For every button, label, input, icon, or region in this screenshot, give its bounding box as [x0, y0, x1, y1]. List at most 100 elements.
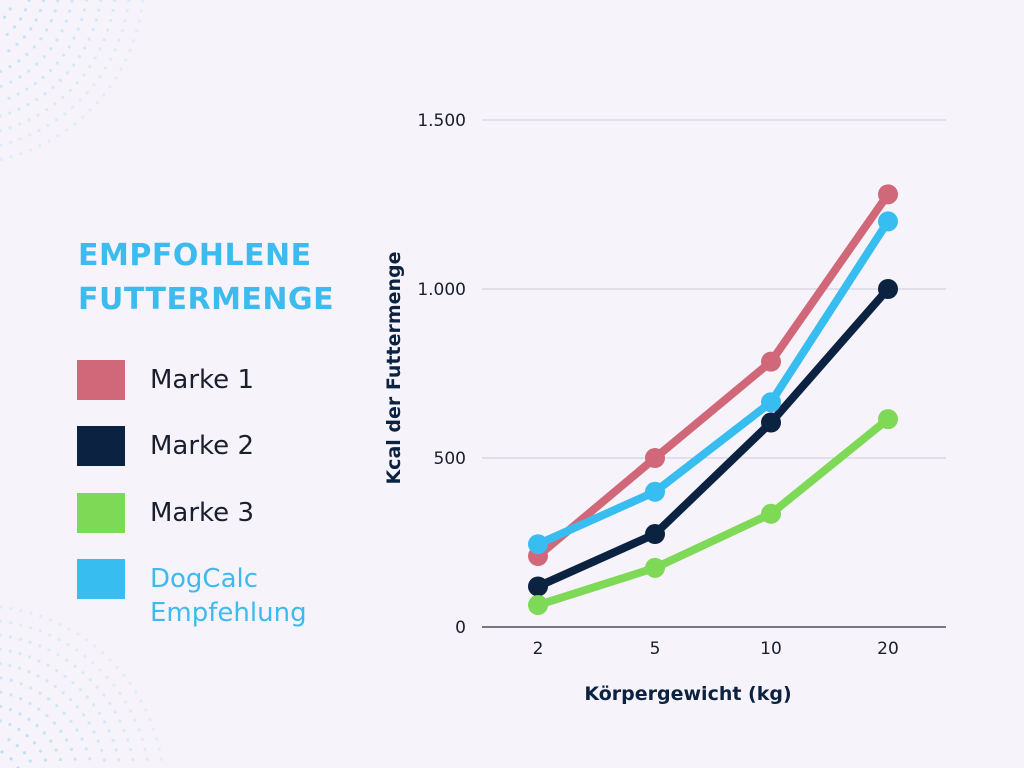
decor-dot	[32, 741, 37, 745]
data-point-dogcalc-empfehlung	[645, 481, 665, 502]
data-point-marke-3	[528, 595, 548, 616]
decor-dot	[91, 661, 95, 665]
decor-dot	[113, 710, 117, 714]
decor-dot	[48, 618, 53, 622]
decor-dot	[66, 642, 70, 647]
decor-dot	[67, 45, 71, 49]
legend-label-marke-3: Marke 3	[150, 498, 254, 528]
decor-dot	[78, 687, 83, 692]
decor-dot	[58, 78, 63, 83]
decor-dot	[38, 749, 43, 753]
decor-dot	[25, 87, 29, 91]
decor-dot	[0, 647, 2, 652]
decor-dot	[32, 45, 36, 49]
decor-dot	[18, 637, 22, 641]
decor-dot	[45, 679, 49, 683]
decor-dot	[35, 724, 39, 728]
decor-dot	[81, 115, 85, 119]
decor-dot	[73, 122, 77, 126]
decor-dot	[12, 25, 17, 29]
decor-dot	[0, 143, 3, 147]
decor-dot	[28, 626, 33, 630]
decor-dot	[124, 58, 128, 62]
decor-dot	[75, 81, 79, 85]
decor-dot	[18, 17, 23, 21]
decor-dot	[25, 52, 29, 56]
decor-dot	[34, 18, 38, 22]
decor-dot	[8, 722, 12, 727]
legend-swatch-marke-3	[77, 493, 125, 533]
decor-dot	[159, 757, 164, 761]
decor-dot	[8, 140, 13, 144]
x-tick-label: 2	[533, 639, 544, 659]
decor-dot	[101, 651, 105, 655]
decor-dot	[97, 8, 101, 12]
data-point-marke-2	[528, 576, 548, 597]
decor-dot	[141, 0, 145, 3]
decor-dot	[16, 92, 20, 96]
decor-dot	[53, 102, 57, 106]
decor-dot	[28, 640, 32, 644]
decor-dot	[109, 18, 113, 22]
decor-dot	[75, 728, 79, 732]
decor-dot	[84, 747, 88, 751]
decor-dot	[46, 123, 50, 128]
decor-dot	[103, 720, 107, 724]
decor-dot	[88, 108, 92, 112]
decor-dot	[9, 693, 13, 697]
legend-swatch-dogcalc	[77, 559, 125, 599]
decor-dot	[114, 748, 118, 752]
decor-dot	[114, 76, 118, 80]
decor-dot	[137, 19, 141, 23]
decor-dot	[45, 28, 49, 32]
decor-dot	[102, 758, 107, 762]
decor-dot	[47, 697, 51, 701]
data-point-marke-2	[761, 412, 781, 433]
decor-dot	[106, 28, 110, 32]
decor-dot	[93, 56, 97, 60]
decor-dot	[52, 721, 56, 725]
decor-dot	[19, 697, 23, 701]
decor-dot	[115, 665, 119, 669]
decor-dot	[88, 65, 92, 69]
decor-dot	[43, 92, 47, 96]
decor-dot	[62, 711, 66, 715]
decor-dot	[27, 69, 31, 73]
decor-dot	[0, 84, 3, 88]
decor-dot	[28, 655, 32, 659]
decor-dot	[0, 69, 3, 73]
decor-dot	[76, 632, 80, 636]
decor-dot	[38, 8, 43, 13]
decor-dot	[9, 80, 13, 84]
decor-dot	[65, 738, 69, 742]
legend-label-dogcalc: DogCalc Empfehlung	[150, 564, 307, 628]
legend-swatch-marke-2	[77, 426, 125, 466]
decor-dot	[88, 757, 92, 761]
decor-dot	[60, 29, 64, 33]
decor-dot	[117, 38, 121, 42]
decor-dot	[95, 685, 99, 689]
decor-dot	[122, 673, 126, 677]
y-tick-label: 500	[434, 449, 466, 469]
decor-dot	[25, 733, 29, 738]
decor-dot	[18, 652, 22, 656]
decor-dot	[61, 53, 66, 57]
decor-dot	[38, 644, 42, 648]
decor-dot	[19, 623, 23, 627]
decor-dot	[0, 676, 3, 680]
decor-dot	[118, 719, 122, 723]
decor-dot	[8, 126, 12, 130]
decor-dot	[72, 36, 76, 40]
decor-dot	[56, 653, 60, 657]
decor-dot	[26, 103, 30, 107]
decor-dot	[139, 9, 144, 13]
decor-dot	[81, 671, 85, 675]
decor-dot	[126, 738, 130, 742]
series-line-marke-3	[534, 415, 892, 610]
decor-dot	[39, 37, 43, 41]
decor-dot	[9, 757, 13, 761]
legend-label-marke-2: Marke 2	[150, 431, 254, 461]
legend-swatch-marke-1	[77, 360, 125, 400]
decor-dot	[0, 750, 4, 754]
